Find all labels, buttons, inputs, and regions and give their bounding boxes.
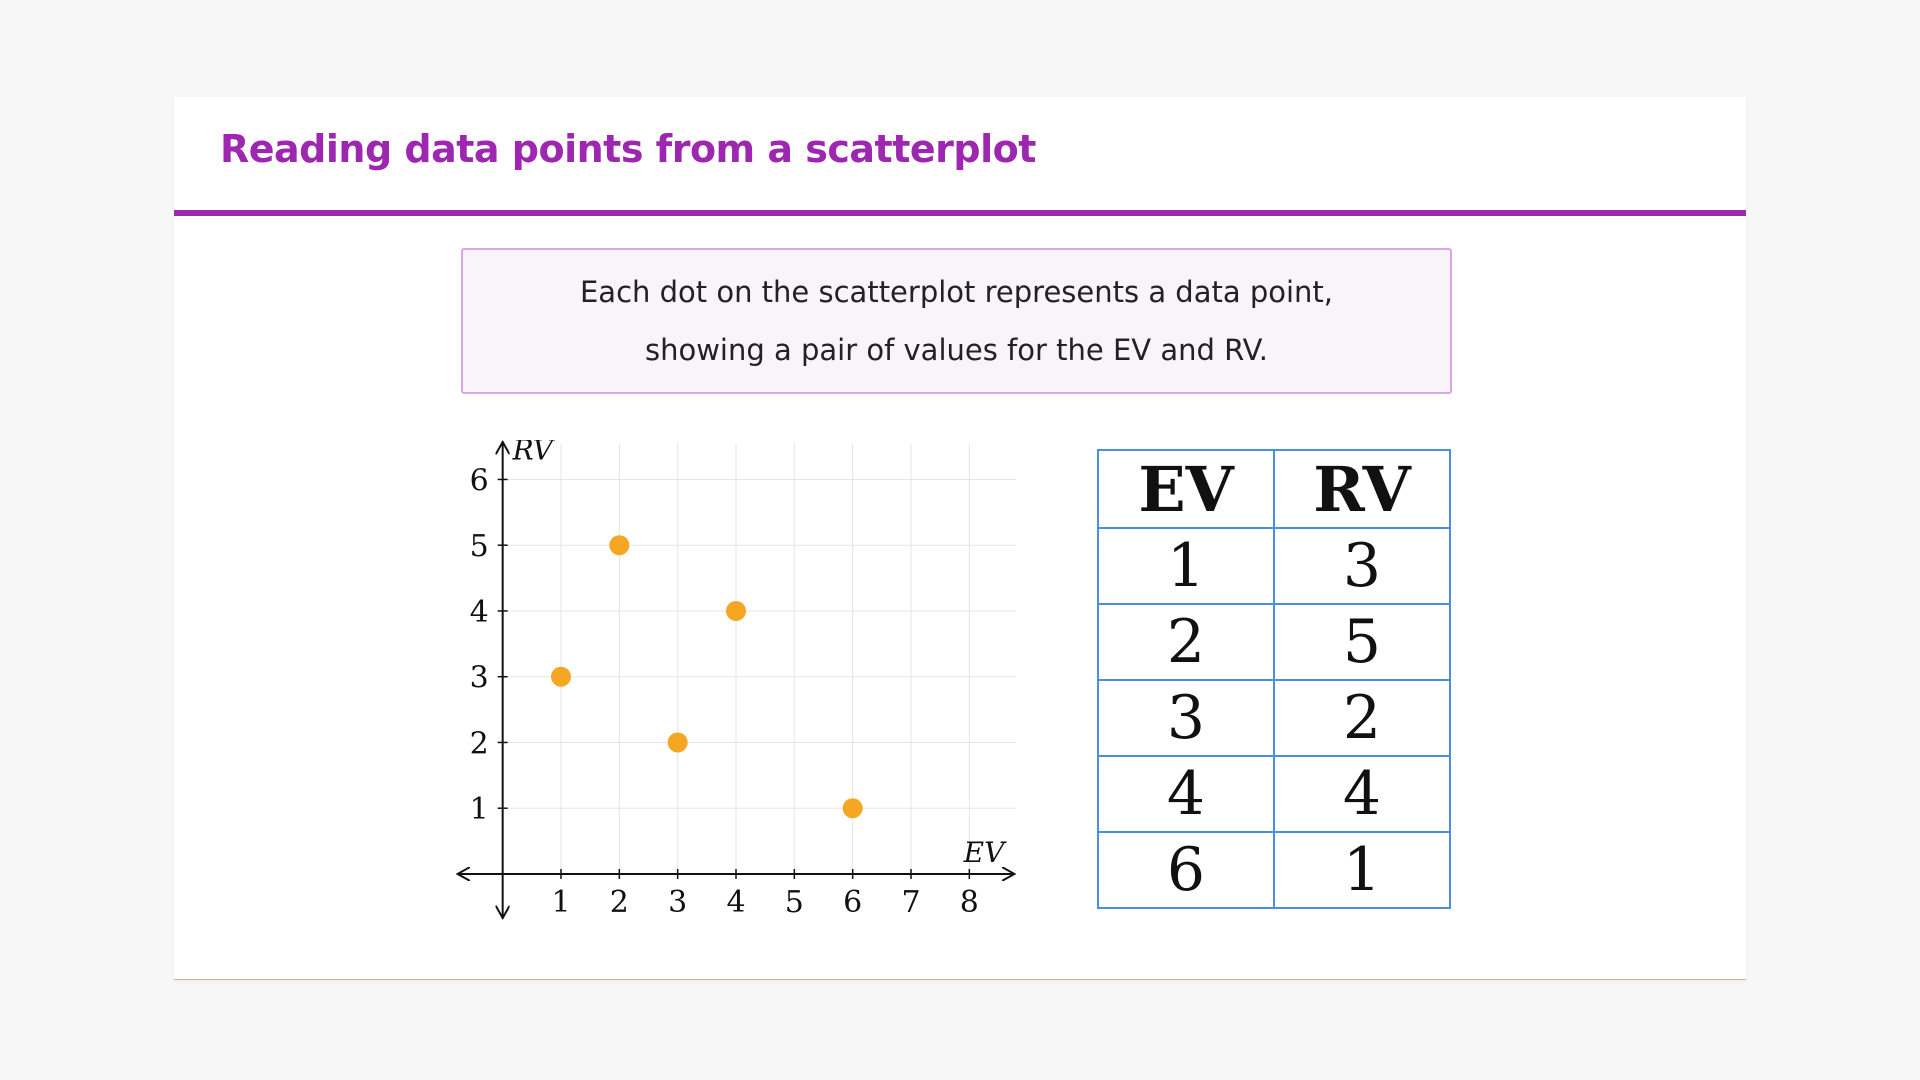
- slide-title: Reading data points from a scatterplot: [220, 127, 1036, 171]
- data-point: [609, 535, 630, 556]
- table-cell-ev: 1: [1097, 527, 1275, 605]
- scatterplot: 1 2 3 4 5 6 7 8 1 2 3 4 5 6 EV RV: [456, 440, 1016, 920]
- slide-card: Reading data points from a scatterplot E…: [174, 97, 1746, 980]
- table-header-rv: RV: [1273, 449, 1451, 529]
- y-tick-label: 1: [470, 792, 489, 827]
- info-line: Each dot on the scatterplot represents a…: [579, 275, 1334, 309]
- table-cell-rv: 1: [1273, 831, 1451, 909]
- table-row: 2 5: [1097, 603, 1451, 681]
- y-axis-label: RV: [512, 440, 556, 467]
- data-table: EV RV 1 3 2 5 3 2 4 4 6 1: [1097, 449, 1451, 909]
- table-cell-ev: 4: [1097, 755, 1275, 833]
- x-tick-label: 7: [901, 885, 920, 920]
- table-cell-rv: 2: [1273, 679, 1451, 757]
- table-row: 6 1: [1097, 831, 1451, 909]
- table-header-row: EV RV: [1097, 449, 1451, 529]
- table-cell-rv: 5: [1273, 603, 1451, 681]
- slide-bottom-rule: [174, 979, 1746, 980]
- data-point: [726, 600, 746, 621]
- table-cell-rv: 4: [1273, 755, 1451, 833]
- y-tick-label: 2: [470, 726, 489, 761]
- y-tick-label: 5: [470, 529, 489, 564]
- title-underline: [174, 210, 1746, 216]
- data-point: [842, 798, 863, 819]
- data-point: [551, 666, 571, 687]
- table-row: 1 3: [1097, 527, 1451, 605]
- table-header-ev: EV: [1097, 449, 1275, 529]
- x-axis-label: EV: [963, 836, 1007, 869]
- y-tick-label: 3: [470, 661, 489, 696]
- x-tick-label: 1: [551, 885, 570, 920]
- y-tick-label: 4: [470, 595, 489, 630]
- table-cell-ev: 3: [1097, 679, 1275, 757]
- y-tick-label: 6: [470, 463, 489, 498]
- info-box: Each dot on the scatterplot represents a…: [461, 248, 1452, 394]
- x-tick-label: 4: [726, 885, 745, 920]
- x-tick-label: 8: [960, 885, 979, 920]
- table-row: 4 4: [1097, 755, 1451, 833]
- table-cell-ev: 6: [1097, 831, 1275, 909]
- x-tick-label: 5: [785, 885, 804, 920]
- x-tick-label: 6: [843, 885, 862, 920]
- table-cell-rv: 3: [1273, 527, 1451, 605]
- info-line: showing a pair of values for the EV and …: [644, 333, 1269, 367]
- table-cell-ev: 2: [1097, 603, 1275, 681]
- table-row: 3 2: [1097, 679, 1451, 757]
- data-point: [667, 732, 688, 753]
- x-tick-label: 2: [610, 885, 629, 920]
- x-tick-label: 3: [668, 885, 687, 920]
